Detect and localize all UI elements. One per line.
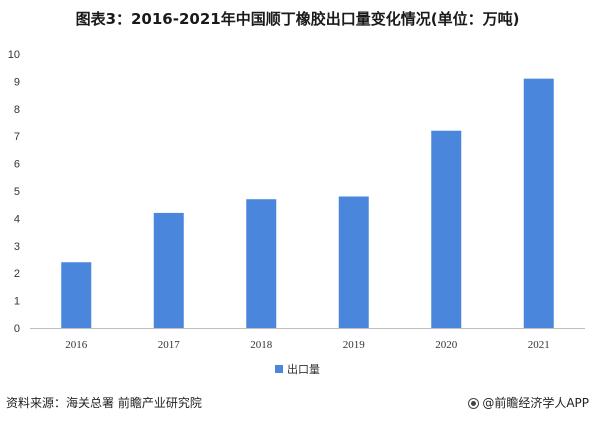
y-tick-label: 9 bbox=[14, 76, 20, 88]
y-tick-label: 3 bbox=[14, 241, 20, 253]
bar-2021 bbox=[523, 78, 554, 328]
x-tick-label: 2017 bbox=[158, 339, 181, 351]
y-tick-label: 0 bbox=[14, 323, 20, 335]
chart-title: 图表3：2016-2021年中国顺丁橡胶出口量变化情况(单位：万吨) bbox=[75, 10, 520, 28]
y-tick-label: 8 bbox=[14, 104, 20, 116]
legend-swatch bbox=[275, 365, 283, 373]
y-tick-label: 6 bbox=[14, 159, 20, 171]
y-tick-label: 4 bbox=[14, 213, 20, 225]
x-tick-label: 2020 bbox=[435, 339, 458, 351]
y-tick-label: 1 bbox=[14, 296, 20, 308]
x-tick-label: 2018 bbox=[250, 339, 273, 351]
legend: 出口量 bbox=[275, 362, 320, 376]
bar-2019 bbox=[338, 196, 369, 328]
y-tick-label: 10 bbox=[8, 49, 20, 61]
bar-layer bbox=[61, 78, 554, 328]
bar-2017 bbox=[153, 212, 184, 328]
bar-2016 bbox=[61, 262, 92, 328]
brand-logo-icon bbox=[468, 398, 480, 409]
x-tick-label: 2019 bbox=[343, 339, 366, 351]
axis-layer: 0 1 2 3 4 5 6 7 8 9 10 2016 2017 2018 2019 2020 2021 bbox=[8, 49, 585, 351]
x-tick-label: 2021 bbox=[528, 339, 550, 351]
bar-2020 bbox=[431, 130, 462, 328]
y-tick-label: 5 bbox=[14, 186, 20, 198]
y-tick-label: 7 bbox=[14, 131, 20, 143]
x-tick-label: 2016 bbox=[65, 339, 88, 351]
legend-label: 出口量 bbox=[287, 362, 320, 376]
bar-2018 bbox=[246, 199, 277, 328]
source-note: 资料来源：海关总署 前瞻产业研究院 bbox=[6, 396, 202, 410]
brand-text: @前瞻经济学人APP bbox=[482, 396, 589, 410]
y-tick-label: 2 bbox=[14, 268, 20, 280]
brand-label: @前瞻经济学人APP bbox=[468, 394, 589, 411]
footer: 资料来源：海关总署 前瞻产业研究院 @前瞻经济学人APP bbox=[0, 388, 595, 423]
